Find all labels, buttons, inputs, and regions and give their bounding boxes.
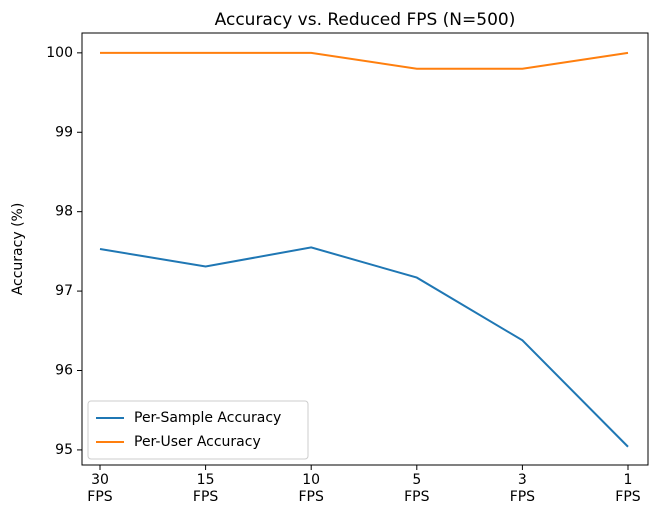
x-tick-label: 30 FPS — [87, 472, 113, 505]
y-axis-label: Accuracy (%) — [10, 203, 26, 296]
y-tick-label: 95 — [55, 442, 73, 458]
legend-box — [87, 400, 309, 460]
y-tick-label: 96 — [55, 363, 73, 379]
y-tick-label: 98 — [55, 204, 73, 220]
y-tick-label: 97 — [55, 283, 73, 299]
legend-label: Per-Sample Accuracy — [134, 410, 281, 426]
y-tick-label: 100 — [46, 45, 73, 61]
legend-label: Per-User Accuracy — [134, 434, 261, 450]
x-tick-label: 5 FPS — [404, 472, 430, 505]
y-tick-label: 99 — [55, 124, 73, 140]
plot-frame — [81, 32, 649, 466]
x-tick-label: 3 FPS — [509, 472, 536, 505]
x-tick-label: 10 FPS — [298, 472, 324, 505]
line-series — [100, 51, 629, 70]
line-series — [99, 246, 629, 448]
x-tick-label: 1 FPS — [615, 472, 641, 505]
chart-title: Accuracy vs. Reduced FPS (N=500) — [215, 10, 516, 30]
x-tick-label: 15 FPS — [192, 472, 219, 505]
